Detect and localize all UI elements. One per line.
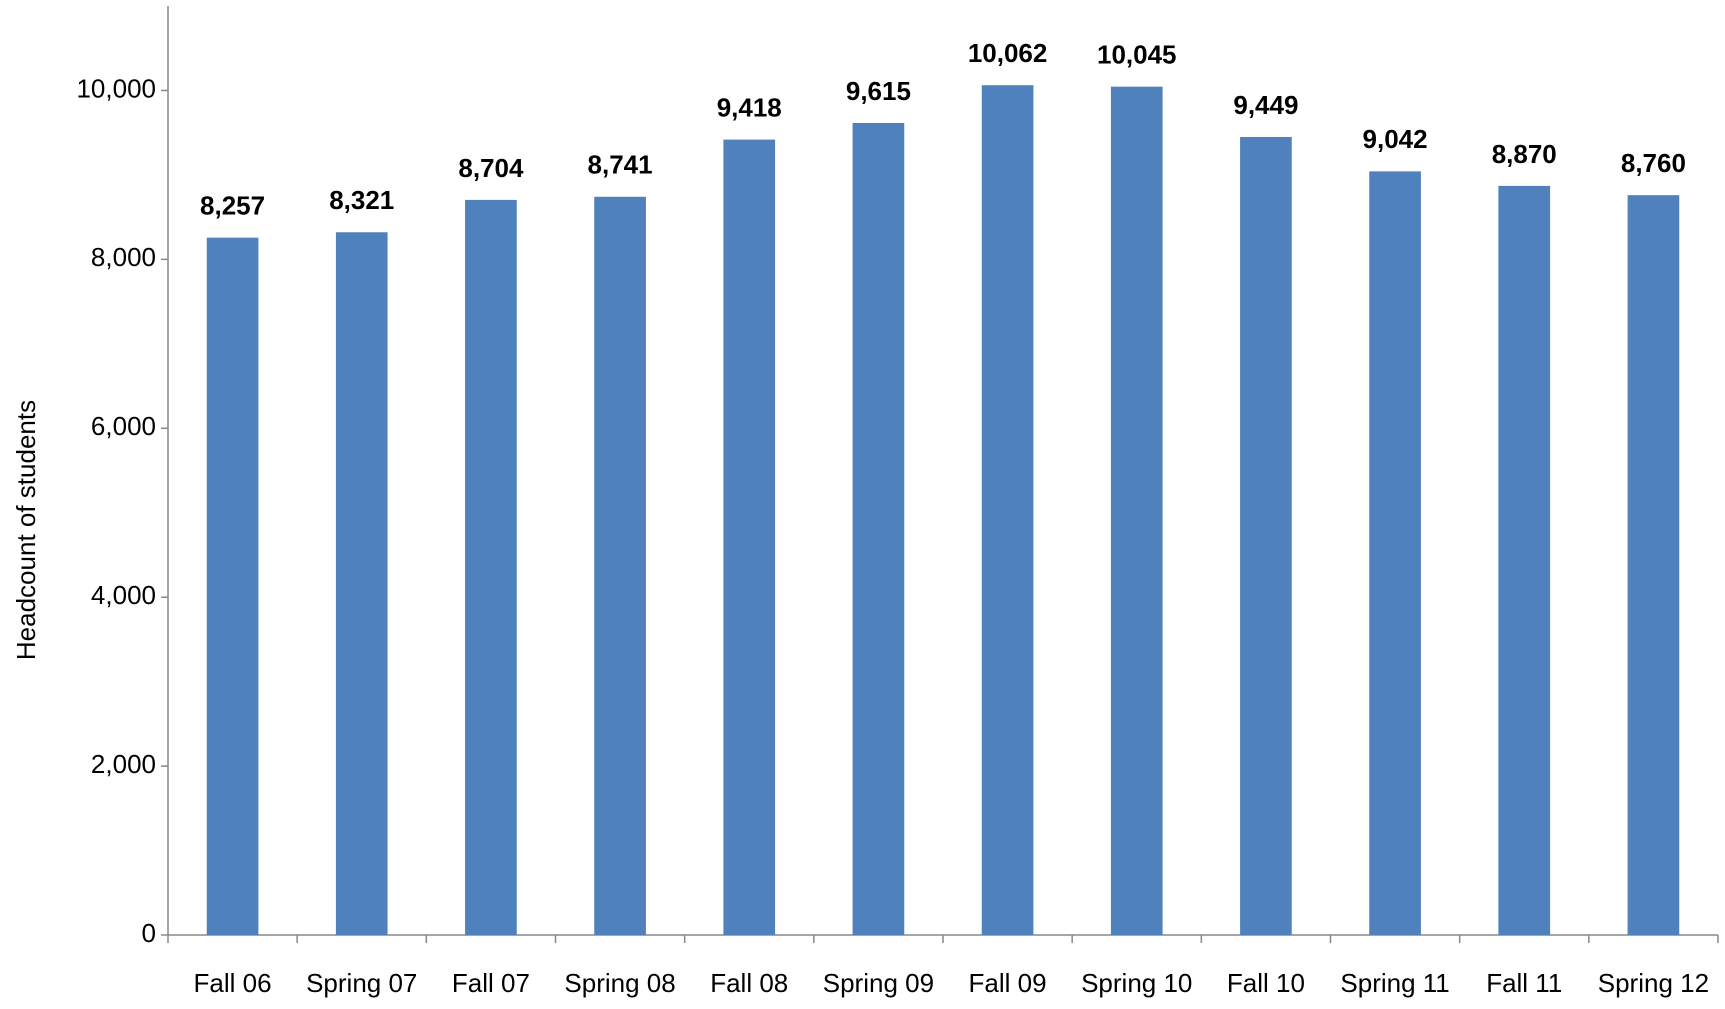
data-label: 8,257 [200, 191, 265, 221]
data-label: 8,760 [1621, 148, 1686, 178]
data-label: 9,615 [846, 76, 911, 106]
x-tick-label: Spring 07 [306, 968, 417, 998]
bar [852, 122, 905, 935]
bar [1110, 86, 1163, 935]
data-label: 9,449 [1233, 90, 1298, 120]
bar [335, 232, 388, 935]
x-tick-label: Spring 12 [1598, 968, 1709, 998]
x-tick-label: Spring 09 [823, 968, 934, 998]
bar [594, 196, 646, 935]
data-label: 8,741 [588, 150, 653, 180]
bar [723, 139, 776, 936]
y-tick-label: 6,000 [91, 411, 156, 441]
x-tick-label: Fall 11 [1486, 968, 1562, 998]
x-tick-label: Fall 09 [969, 968, 1047, 998]
bar [206, 237, 259, 935]
y-tick-label: 8,000 [91, 242, 156, 272]
x-tick-label: Spring 08 [564, 968, 675, 998]
data-label: 8,870 [1492, 139, 1557, 169]
bar [465, 199, 517, 935]
data-label: 10,062 [968, 38, 1048, 68]
bar [981, 85, 1034, 935]
y-tick-label: 10,000 [76, 73, 156, 103]
bar [1240, 136, 1292, 935]
x-tick-label: Fall 08 [710, 968, 788, 998]
data-label: 9,042 [1363, 124, 1428, 154]
data-label: 8,321 [329, 185, 394, 215]
y-tick-label: 2,000 [91, 749, 156, 779]
x-tick-label: Fall 10 [1227, 968, 1305, 998]
y-tick-label: 4,000 [91, 580, 156, 610]
x-tick-label: Spring 11 [1340, 968, 1449, 998]
data-label: 10,045 [1097, 40, 1177, 70]
data-label: 9,418 [717, 92, 782, 122]
data-label: 8,704 [458, 153, 524, 183]
bar [1369, 171, 1421, 935]
x-tick-label: Fall 07 [452, 968, 530, 998]
y-tick-label: 0 [142, 918, 156, 948]
y-axis-label: Headcount of students [11, 400, 41, 660]
bar [1627, 195, 1680, 936]
x-tick-label: Spring 10 [1081, 968, 1192, 998]
x-tick-label: Fall 06 [194, 968, 272, 998]
bar [1498, 185, 1551, 935]
